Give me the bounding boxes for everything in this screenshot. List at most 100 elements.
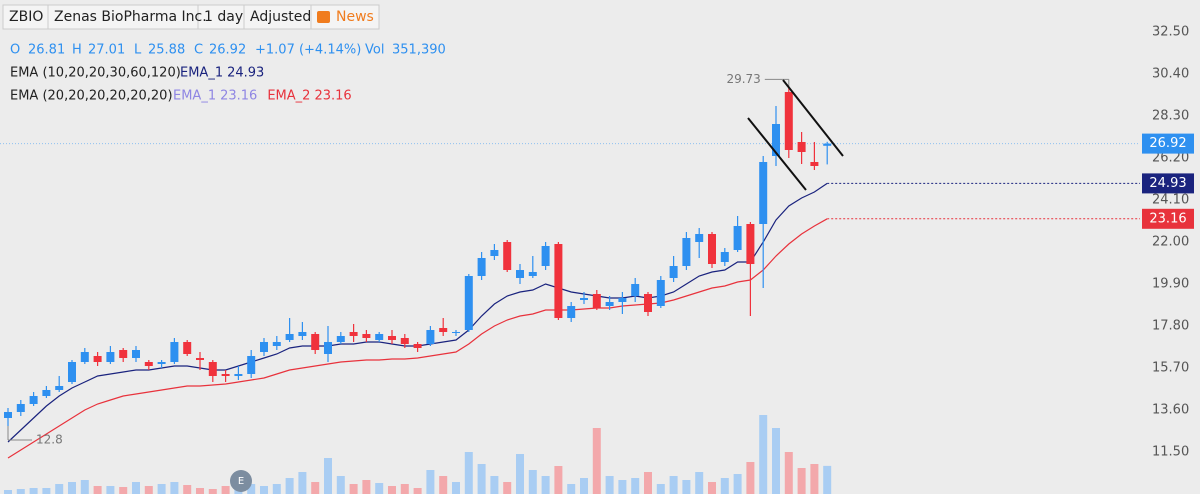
header-box — [2, 4, 380, 30]
candle-body — [349, 332, 358, 336]
volume-bar — [490, 476, 499, 494]
candle-body — [234, 374, 243, 376]
volume-bar — [605, 476, 614, 494]
volume-bar — [221, 486, 230, 494]
candle-body — [400, 338, 409, 344]
o-label: O — [10, 43, 20, 58]
volume-bar — [272, 484, 281, 494]
header: ZBIO Zenas BioPharma Inc. 1 day Adjusted… — [2, 4, 380, 30]
c-label: C — [194, 43, 203, 58]
volume-bar — [656, 484, 665, 494]
volume-bar — [208, 489, 217, 494]
candle-body — [631, 284, 640, 296]
event-icon[interactable]: E — [238, 476, 244, 487]
volume-bar — [106, 486, 115, 494]
interval[interactable]: 1 day — [204, 9, 243, 25]
candle-body — [592, 294, 601, 308]
y-tick-label: 22.00 — [1152, 235, 1189, 250]
candle-body — [247, 356, 256, 374]
volume-bar — [29, 488, 38, 494]
volume-bar — [464, 452, 473, 494]
price-badge-label: 26.92 — [1149, 136, 1186, 151]
study-entry-value: 23.16 — [314, 89, 351, 104]
candle-body — [4, 412, 12, 418]
candle-body — [55, 386, 64, 390]
symbol[interactable]: ZBIO — [9, 9, 43, 25]
candle-body — [413, 344, 422, 348]
plot: 32.50 30.40 28.30 26.20 24.10 22.00 19.90 17.80… — [0, 25, 1194, 494]
h-label: H — [72, 43, 82, 58]
ema-line — [7, 218, 828, 459]
candle-body — [439, 328, 448, 332]
study-entry-name: EMA_1 — [180, 66, 223, 81]
volume-bar — [695, 472, 704, 494]
y-tick-label: 32.50 — [1152, 25, 1189, 40]
news[interactable]: News — [336, 9, 374, 25]
volume-bar — [4, 490, 12, 494]
news-icon[interactable] — [317, 11, 330, 23]
price-badge-label: 24.93 — [1149, 176, 1186, 191]
candle-body — [618, 298, 627, 302]
candle-body — [682, 238, 691, 266]
company: Zenas BioPharma Inc. — [54, 9, 207, 25]
candle-body — [336, 336, 345, 342]
volume-bar — [823, 465, 832, 494]
o-value: 26.81 — [28, 43, 65, 58]
candle-body — [644, 294, 652, 312]
candle-body — [580, 298, 588, 300]
trend-channel[interactable] — [747, 79, 844, 191]
candle-body — [746, 224, 755, 264]
event-marker[interactable] — [230, 470, 252, 492]
volume-bar — [400, 484, 409, 494]
volume-bar — [592, 428, 601, 494]
volume-bar — [580, 478, 588, 494]
volume-bar — [183, 485, 192, 494]
volume-bar — [336, 476, 345, 494]
volume-bar — [324, 458, 332, 494]
y-tick-label: 26.20 — [1152, 151, 1189, 166]
volume-bar — [42, 488, 51, 494]
volume-bar — [708, 482, 716, 494]
volume-bar — [16, 489, 25, 494]
volume-bar — [746, 462, 755, 494]
candle-body — [477, 258, 486, 276]
volume-bar — [80, 480, 89, 494]
candle-body — [119, 350, 128, 358]
volume-bar — [618, 480, 627, 494]
volume-bar — [541, 476, 550, 494]
candle-body — [810, 162, 819, 166]
volume-bar — [144, 486, 153, 494]
volume-bar — [55, 484, 64, 494]
volume-bar — [567, 484, 576, 494]
c-value: 26.92 — [209, 43, 246, 58]
volume-bar — [439, 476, 448, 494]
volume-bar — [362, 480, 371, 494]
candle-body — [528, 272, 537, 276]
candle-body — [208, 362, 217, 376]
candle-body — [772, 124, 780, 156]
candle-body — [298, 332, 307, 336]
volume-bar — [772, 428, 780, 494]
ema-line — [7, 182, 828, 443]
candle-body — [106, 352, 115, 362]
y-tick-label: 19.90 — [1152, 277, 1189, 292]
candle-body — [375, 334, 384, 340]
candle-body — [42, 390, 51, 396]
study-entry-name: EMA_2 — [267, 89, 310, 104]
candle-body — [516, 270, 524, 278]
candle-body — [452, 332, 460, 333]
ohlc-legend: O 26.81 H 27.01 L 25.88 C 26.92 +1.07 (+… — [10, 43, 446, 58]
volume-bar — [196, 488, 204, 494]
candle-body — [221, 374, 230, 376]
vol-label: Vol — [365, 43, 384, 58]
candle-body — [80, 352, 89, 362]
l-label: L — [134, 43, 142, 58]
candle-body — [16, 404, 25, 412]
candle-body — [541, 246, 550, 266]
volume-bar — [682, 480, 691, 494]
adjustment[interactable]: Adjusted — [250, 9, 311, 25]
volume-bar — [669, 476, 678, 494]
candle-body — [426, 330, 435, 344]
